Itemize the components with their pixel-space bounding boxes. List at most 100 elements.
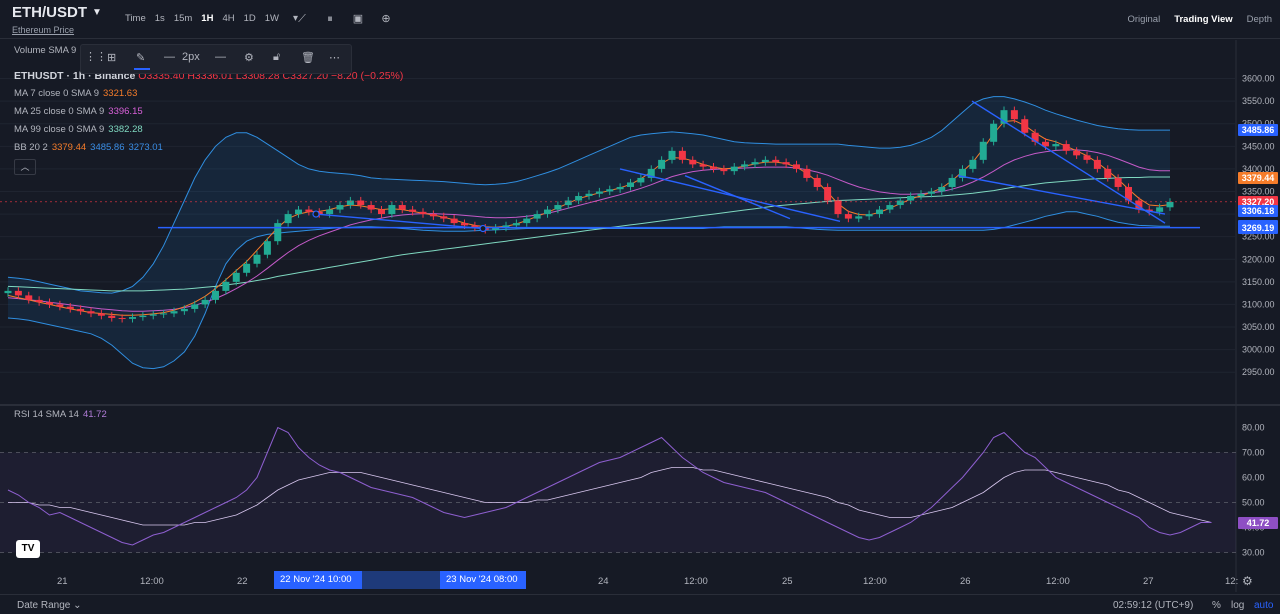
tf-1h[interactable]: 1H	[201, 13, 214, 24]
time-tick-label: 26	[960, 576, 971, 587]
candle-body	[855, 216, 863, 219]
price-tag: 3379.44	[1238, 172, 1278, 185]
candle-body	[876, 209, 883, 215]
bb-upper-line	[7, 96, 1170, 294]
candle-body	[97, 313, 105, 316]
candle-body	[793, 164, 800, 169]
rsi-line	[7, 426, 1212, 546]
candle-body	[886, 205, 894, 210]
candle-body	[689, 159, 697, 165]
candle-body	[336, 205, 344, 210]
tf-more-chevron-icon[interactable]: ▾	[293, 13, 299, 24]
percent-toggle[interactable]: %	[1212, 600, 1221, 611]
ma99-value: 3382.28	[108, 124, 143, 135]
date-range-button[interactable]: Date Range ⌄	[17, 600, 82, 611]
line-type-icon[interactable]: —	[215, 51, 226, 63]
tf-1s[interactable]: 1s	[154, 13, 165, 24]
symbol-selector[interactable]: ETH/USDT ▼	[12, 4, 102, 21]
view-depth[interactable]: Depth	[1246, 14, 1272, 25]
price-tick-label: 3100.00	[1242, 299, 1275, 309]
price-tick-label: 3600.00	[1242, 74, 1275, 84]
add-icon[interactable]: ⊕	[381, 13, 391, 25]
candle-body	[1042, 141, 1049, 147]
bb-lower-line	[7, 211, 1170, 370]
axis-settings-gear-icon[interactable]: ⚙	[1242, 574, 1253, 588]
candle-body	[803, 168, 811, 178]
candle-body	[907, 196, 915, 201]
date-range-label: Date Range	[17, 600, 71, 611]
time-tick-label: 12:00	[684, 576, 708, 587]
date-range-chevron-icon: ⌄	[73, 600, 82, 611]
candle-body	[720, 168, 728, 172]
line-width-label[interactable]: 2px	[182, 51, 200, 63]
drawing-toolbar: ⋮⋮ ⊞ ✎ — 2px — ⚙ 🔓︎ 🗑︎ ⋯	[80, 44, 352, 74]
candle-body	[4, 290, 12, 294]
drag-handle-icon[interactable]: ⋮⋮	[85, 51, 107, 63]
clock: 02:59:12 (UTC+9)	[1113, 600, 1194, 611]
candle-body	[409, 209, 417, 212]
pane-divider[interactable]	[0, 404, 1280, 406]
tf-1d[interactable]: 1D	[243, 13, 256, 24]
candle-body	[139, 315, 147, 318]
price-tick-label: 3000.00	[1242, 345, 1275, 355]
ma25-label: MA 25 close 0 SMA 9	[14, 106, 105, 117]
rsi-sma-line	[8, 467, 1212, 526]
settings-gear-icon[interactable]: ⚙	[244, 52, 254, 64]
timeframe-selector: Time 1s 15m 1H 4H 1D 1W ▾	[125, 13, 298, 24]
view-original[interactable]: Original	[1127, 14, 1161, 25]
templates-icon[interactable]: ⊞	[107, 52, 117, 64]
view-trading-view[interactable]: Trading View	[1174, 14, 1233, 25]
candle-body	[678, 150, 686, 160]
ma7-value: 3321.63	[103, 88, 138, 99]
candle-body	[585, 193, 593, 197]
rsi-legend: RSI 14 SMA 14 41.72	[14, 409, 107, 420]
candle-body	[284, 214, 292, 224]
candle-body	[149, 314, 157, 316]
candle-body	[782, 162, 790, 165]
candle-body	[170, 311, 178, 314]
candle-body	[938, 186, 946, 192]
lock-icon[interactable]: 🔓︎	[273, 51, 281, 63]
bottom-bar: Date Range ⌄ 02:59:12 (UTC+9) % log auto	[0, 594, 1280, 614]
candle-body	[544, 209, 551, 215]
pen-icon[interactable]: ✎	[136, 52, 146, 64]
candles-icon[interactable]: ⏸	[327, 13, 333, 25]
candle-body	[326, 209, 334, 215]
candle-body	[616, 186, 624, 190]
candle-body	[772, 159, 780, 163]
candle-body	[129, 317, 136, 319]
bb-label: BB 20 2	[14, 142, 48, 153]
candle-body	[66, 306, 74, 309]
candle-body	[1031, 132, 1039, 142]
tf-time[interactable]: Time	[125, 13, 146, 24]
price-tick-label: 3350.00	[1242, 186, 1275, 196]
rsi-tick-label: 50.00	[1242, 498, 1265, 508]
auto-toggle[interactable]: auto	[1254, 600, 1274, 611]
tf-1w[interactable]: 1W	[264, 13, 280, 24]
screenshot-icon[interactable]: ▣	[352, 13, 364, 25]
rsi-tick-label: 80.00	[1242, 423, 1265, 433]
rsi-value-tag: 41.72	[1238, 517, 1278, 530]
trash-icon[interactable]: 🗑︎	[301, 52, 315, 64]
more-icon[interactable]: ⋯	[329, 52, 340, 64]
candle-body	[243, 263, 251, 273]
log-toggle[interactable]: log	[1231, 600, 1245, 611]
tf-4h[interactable]: 4H	[222, 13, 235, 24]
trend-line	[684, 175, 791, 220]
line-style-icon[interactable]: —	[164, 51, 175, 63]
candle-body	[471, 225, 479, 228]
candle-body	[25, 295, 33, 300]
time-tick-label: 12:00	[863, 576, 887, 587]
collapse-legend-button[interactable]: ︿	[14, 159, 36, 175]
candle-body	[865, 214, 873, 217]
candle-body	[1021, 119, 1029, 133]
candle-body	[87, 311, 95, 314]
time-selection-start: 22 Nov '24 10:00	[274, 571, 362, 589]
tf-15m[interactable]: 15m	[173, 13, 193, 24]
bb-legend: BB 20 2 3379.44 3485.86 3273.01	[14, 142, 163, 153]
line-chart-icon[interactable]: ⟋	[298, 13, 306, 25]
candle-body	[450, 218, 458, 224]
top-bar: ETH/USDT ▼ Ethereum Price Time 1s 15m 1H …	[0, 0, 1280, 39]
symbol-subtitle-link[interactable]: Ethereum Price	[12, 25, 75, 35]
